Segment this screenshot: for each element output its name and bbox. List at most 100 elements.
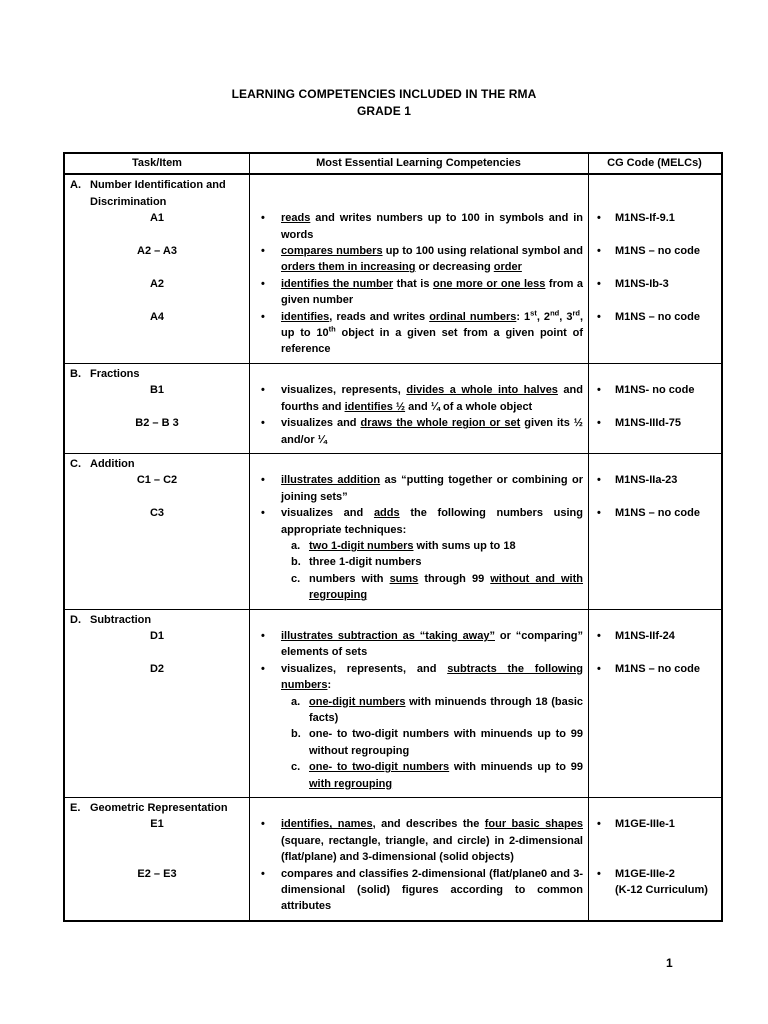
bullet-icon: •: [597, 867, 601, 880]
subitem-text: one- to two-digit numbers with minuends …: [309, 761, 583, 790]
bullet-icon: •: [261, 867, 265, 880]
subitem-marker: a.: [291, 695, 301, 708]
bullet-icon: •: [597, 245, 601, 258]
task-item-label: C3: [149, 507, 165, 520]
cg-code-text: M1NS – no code: [615, 507, 700, 520]
competency-item: • identifies, reads and writes ordinal n…: [249, 309, 588, 358]
table-header-row: Task/Item Most Essential Learning Compet…: [65, 154, 721, 176]
bullet-icon: •: [597, 629, 601, 642]
competency-item: • identifies the number that is one more…: [249, 276, 588, 309]
section-marker: C.: [70, 457, 81, 470]
table-section-a: A. Number Identification and Discriminat…: [65, 175, 721, 364]
task-item-label: D1: [149, 629, 165, 642]
cg-code-item: • M1NS-IIf-24: [588, 628, 721, 661]
competency-item: • illustrates subtraction as “taking awa…: [249, 628, 588, 661]
competency-text: identifies, names, and describes the fou…: [281, 818, 583, 864]
title-line-2: GRADE 1: [356, 104, 412, 118]
section-title: Number Identification and Discrimination: [90, 179, 226, 208]
header-cell-task-item: Task/Item: [132, 157, 182, 169]
cg-code-text: M1NS – no code: [615, 245, 700, 258]
bullet-icon: •: [597, 310, 601, 323]
cg-code-text: M1GE-IIIe-2: [615, 867, 675, 880]
task-item-label: C1 – C2: [136, 474, 178, 487]
competency-item: • compares numbers up to 100 using relat…: [249, 243, 588, 276]
cg-code-item: • M1GE-IIIe-2 (K-12 Curriculum): [588, 866, 721, 915]
section-title: Fractions: [90, 367, 140, 380]
bullet-icon: •: [597, 384, 601, 397]
cg-code-text: M1NS-IIa-23: [615, 474, 678, 487]
section-heading: E. Geometric Representation: [65, 800, 249, 816]
section-heading: D. Subtraction: [65, 612, 249, 628]
bullet-icon: •: [261, 310, 265, 323]
cg-code-text: M1NS-Ib-3: [615, 277, 669, 290]
subitem-marker: c.: [291, 761, 301, 774]
bullet-icon: •: [597, 417, 601, 430]
cg-code-text: M1NS-If-9.1: [615, 212, 675, 225]
task-item-label: A1: [149, 212, 165, 225]
competency-text: visualizes, represents, and subtracts th…: [281, 662, 583, 692]
cg-code-text: M1NS-IIId-75: [615, 417, 682, 430]
competency-text: illustrates subtraction as “taking away”…: [281, 629, 584, 659]
cg-code-text: M1NS-IIf-24: [615, 629, 675, 642]
bullet-icon: •: [597, 662, 601, 675]
competency-subitem: a. two 1-digit numbers with sums up to 1…: [291, 538, 583, 554]
bullet-icon: •: [261, 507, 265, 520]
competency-item: • visualizes, represents, and subtracts …: [249, 661, 588, 792]
bullet-icon: •: [261, 277, 265, 290]
column-divider: [248, 154, 250, 920]
bullet-icon: •: [597, 212, 601, 225]
subitem-marker: c.: [291, 572, 301, 585]
competency-item: • visualizes, represents, divides a whol…: [249, 382, 588, 415]
document-title: LEARNING COMPETENCIES INCLUDED IN THE RM…: [0, 86, 768, 120]
section-marker: D.: [70, 613, 81, 626]
bullet-icon: •: [597, 277, 601, 290]
competency-subitem: c. one- to two-digit numbers with minuen…: [291, 759, 583, 792]
title-line-1: LEARNING COMPETENCIES INCLUDED IN THE RM…: [231, 87, 537, 101]
subitem-marker: b.: [291, 556, 301, 569]
subitem-text: two 1-digit numbers with sums up to 18: [309, 539, 516, 552]
cg-code-text: M1NS- no code: [615, 384, 695, 397]
section-marker: E.: [70, 802, 81, 815]
section-title: Addition: [90, 457, 135, 470]
bullet-icon: •: [261, 212, 265, 225]
competency-item: • illustrates addition as “putting toget…: [249, 472, 588, 505]
competencies-table: Task/Item Most Essential Learning Compet…: [63, 152, 723, 922]
competency-text: compares and classifies 2-dimensional (f…: [281, 867, 583, 913]
competency-text: visualizes and draws the whole region or…: [281, 417, 583, 446]
competency-subitem: b. three 1-digit numbers: [291, 554, 583, 570]
cg-code-item: • M1GE-IIIe-1: [588, 816, 721, 865]
page-number: 1: [666, 956, 673, 970]
header-cell-competencies: Most Essential Learning Competencies: [316, 157, 521, 169]
cg-code-text-line2: (K-12 Curriculum): [615, 884, 708, 897]
task-item-label: B2 – B 3: [135, 417, 179, 430]
task-item-label: E1: [150, 818, 164, 831]
table-section-d: D. Subtraction D1 • illustrates subtract…: [65, 610, 721, 799]
section-title: Geometric Representation: [90, 802, 228, 815]
competency-item: • reads and writes numbers up to 100 in …: [249, 210, 588, 243]
subitem-text: one- to two-digit numbers with minuends …: [309, 728, 583, 757]
bullet-icon: •: [261, 384, 265, 397]
task-item-label: E2 – E3: [137, 867, 177, 880]
subitem-marker: b.: [291, 728, 301, 741]
cg-code-text: M1GE-IIIe-1: [615, 818, 675, 831]
table-section-c: C. Addition C1 – C2 • illustrates additi…: [65, 454, 721, 610]
subitem-text: numbers with sums through 99 without and…: [309, 572, 584, 602]
task-item-label: B1: [149, 384, 165, 397]
competency-text: illustrates addition as “putting togethe…: [281, 474, 583, 503]
cg-code-item: • M1NS-Ib-3: [588, 276, 721, 309]
section-marker: A.: [70, 179, 81, 192]
competency-subitem: a. one-digit numbers with minuends throu…: [291, 694, 583, 727]
section-marker: B.: [70, 367, 81, 380]
bullet-icon: •: [597, 818, 601, 831]
cg-code-item: • M1NS – no code: [588, 505, 721, 603]
competency-text: identifies, reads and writes ordinal num…: [281, 308, 584, 356]
cg-code-text: M1NS – no code: [615, 310, 700, 323]
bullet-icon: •: [597, 474, 601, 487]
cg-code-text: M1NS – no code: [615, 662, 700, 675]
table-section-e: E. Geometric Representation E1 • identif…: [65, 798, 721, 920]
competency-item: • visualizes and adds the following numb…: [249, 505, 588, 603]
bullet-icon: •: [261, 662, 265, 675]
header-cell-cg-code: CG Code (MELCs): [607, 157, 702, 169]
section-heading: C. Addition: [65, 456, 249, 472]
column-divider: [587, 154, 589, 920]
